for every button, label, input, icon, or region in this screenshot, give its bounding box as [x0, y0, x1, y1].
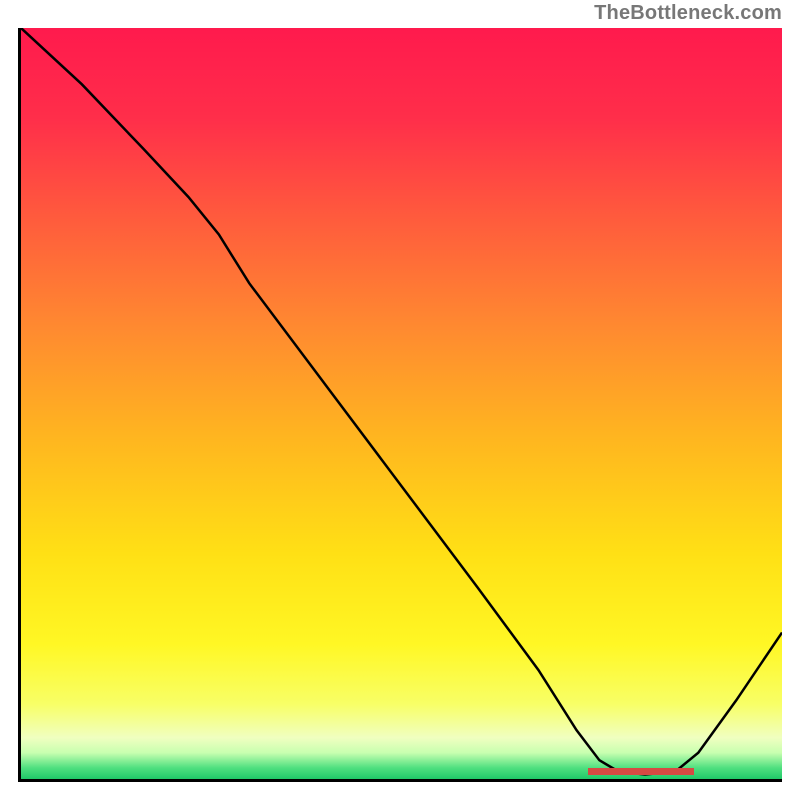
watermark-text: TheBottleneck.com: [594, 2, 782, 25]
bottleneck-curve: [21, 28, 782, 779]
optimal-range-marker: [588, 768, 695, 775]
chart-plot-area: [18, 28, 782, 782]
